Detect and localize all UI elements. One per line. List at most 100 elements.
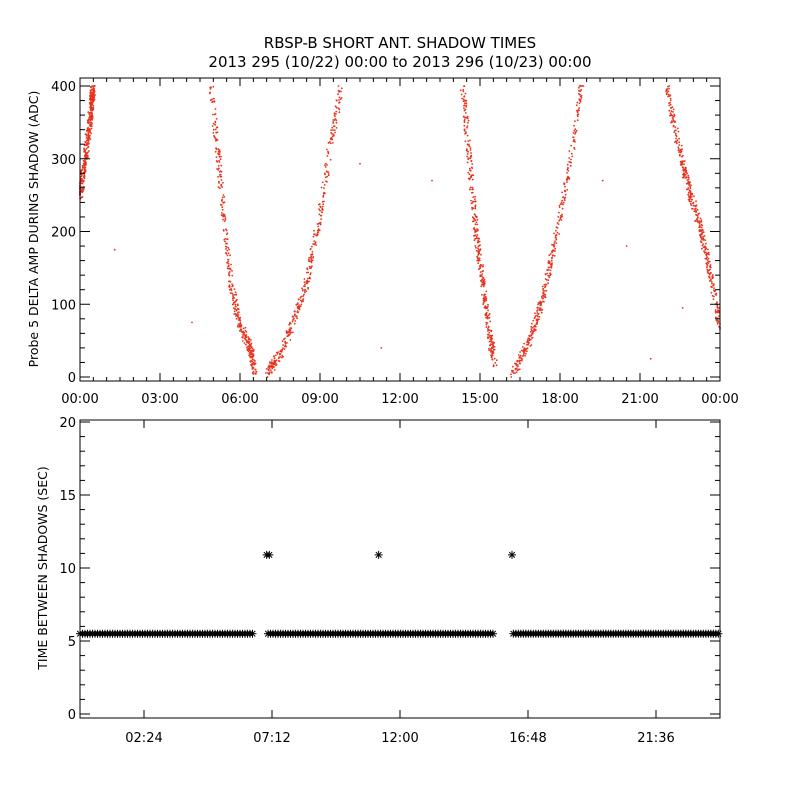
amplitude-point bbox=[524, 355, 526, 357]
amplitude-point bbox=[681, 166, 684, 168]
interval-x-tick-label: 16:48 bbox=[509, 731, 546, 746]
amplitude-point bbox=[488, 340, 491, 343]
amplitude-point bbox=[531, 322, 533, 325]
amplitude-point bbox=[531, 329, 533, 332]
amplitude-point bbox=[86, 139, 89, 142]
amplitude-point bbox=[289, 329, 292, 331]
amplitude-point bbox=[683, 163, 685, 166]
amplitude-point bbox=[220, 214, 223, 217]
amplitude-point bbox=[490, 340, 492, 343]
amplitude-point bbox=[227, 252, 230, 255]
amplitude-point bbox=[222, 229, 225, 232]
amplitude-point bbox=[326, 155, 329, 157]
amplitude-point bbox=[686, 172, 689, 175]
amplitude-point bbox=[538, 316, 541, 318]
amplitude-point bbox=[319, 209, 321, 212]
amplitude-point bbox=[335, 113, 337, 115]
amplitude-point bbox=[92, 98, 95, 101]
amplitude-point bbox=[482, 301, 485, 304]
amplitude-point bbox=[488, 316, 491, 319]
amplitude-point bbox=[674, 120, 676, 123]
amplitude-point bbox=[466, 155, 468, 158]
amplitude-point bbox=[564, 193, 567, 196]
amplitude-point bbox=[463, 102, 466, 105]
amplitude-point bbox=[687, 174, 690, 177]
amplitude-point bbox=[571, 155, 574, 158]
amplitude-point bbox=[470, 174, 473, 177]
amplitude-point bbox=[690, 204, 693, 207]
amplitude-point bbox=[707, 262, 710, 265]
amplitude-point bbox=[715, 292, 718, 295]
amplitude-point bbox=[252, 350, 255, 352]
amplitude-point bbox=[542, 294, 545, 297]
amplitude-point bbox=[321, 181, 324, 184]
amplitude-point bbox=[281, 354, 284, 357]
amplitude-point bbox=[291, 331, 294, 334]
amplitude-point bbox=[81, 190, 84, 193]
amplitude-point bbox=[284, 345, 286, 348]
amplitude-point bbox=[578, 102, 581, 105]
amplitude-point bbox=[301, 289, 304, 292]
amplitude-point bbox=[311, 259, 314, 262]
amplitude-point bbox=[517, 354, 520, 356]
amplitude-point bbox=[679, 163, 682, 166]
amplitude-point bbox=[564, 190, 566, 193]
amplitude-point bbox=[311, 245, 313, 248]
amplitude-point bbox=[688, 200, 691, 203]
amplitude-point bbox=[333, 114, 336, 116]
amplitude-point bbox=[310, 255, 312, 258]
amplitude-point bbox=[326, 164, 328, 166]
amplitude-point bbox=[294, 313, 296, 316]
amplitude-point bbox=[536, 322, 538, 325]
amplitude-point bbox=[526, 339, 529, 341]
amplitude-point bbox=[479, 265, 482, 268]
amplitude-y-tick-label: 200 bbox=[51, 226, 76, 241]
amplitude-point bbox=[562, 196, 564, 199]
amplitude-point bbox=[252, 363, 255, 365]
amplitude-point bbox=[481, 273, 484, 275]
amplitude-point bbox=[214, 120, 217, 123]
amplitude-point bbox=[463, 95, 465, 98]
amplitude-point bbox=[692, 202, 694, 205]
amplitude-point bbox=[482, 282, 485, 284]
amplitude-point bbox=[536, 309, 539, 311]
amplitude-point bbox=[80, 171, 83, 174]
amplitude-point bbox=[227, 262, 230, 265]
amplitude-point bbox=[566, 172, 568, 174]
amplitude-point bbox=[469, 175, 472, 178]
amplitude-point bbox=[333, 134, 335, 137]
amplitude-point bbox=[232, 299, 235, 302]
amplitude-point bbox=[92, 87, 95, 90]
amplitude-point bbox=[463, 124, 466, 127]
amplitude-point bbox=[90, 112, 93, 114]
amplitude-point bbox=[311, 253, 313, 256]
amplitude-point bbox=[465, 102, 468, 105]
amplitude-point bbox=[327, 151, 330, 154]
amplitude-point bbox=[464, 99, 466, 102]
amplitude-point bbox=[319, 223, 322, 226]
amplitude-point bbox=[574, 128, 577, 131]
amplitude-point bbox=[494, 362, 497, 364]
amplitude-point bbox=[526, 347, 529, 350]
amplitude-point bbox=[555, 226, 558, 229]
amplitude-point bbox=[708, 273, 711, 276]
amplitude-point bbox=[463, 128, 466, 131]
amplitude-point bbox=[468, 173, 471, 176]
amplitude-point bbox=[487, 336, 490, 339]
amplitude-point bbox=[81, 188, 84, 191]
amplitude-point bbox=[214, 123, 217, 126]
amplitude-point bbox=[244, 326, 247, 329]
interval-x-tick-label: 21:36 bbox=[637, 731, 674, 746]
amplitude-point bbox=[716, 302, 718, 304]
amplitude-point bbox=[533, 330, 535, 333]
amplitude-point bbox=[465, 106, 467, 108]
amplitude-point bbox=[677, 149, 680, 152]
amplitude-point bbox=[531, 326, 534, 329]
amplitude-point bbox=[211, 100, 214, 103]
amplitude-point bbox=[318, 213, 321, 216]
amplitude-point bbox=[556, 231, 559, 234]
amplitude-point bbox=[574, 140, 576, 143]
amplitude-point bbox=[675, 137, 677, 140]
amplitude-point bbox=[548, 276, 551, 279]
amplitude-point bbox=[321, 211, 323, 214]
